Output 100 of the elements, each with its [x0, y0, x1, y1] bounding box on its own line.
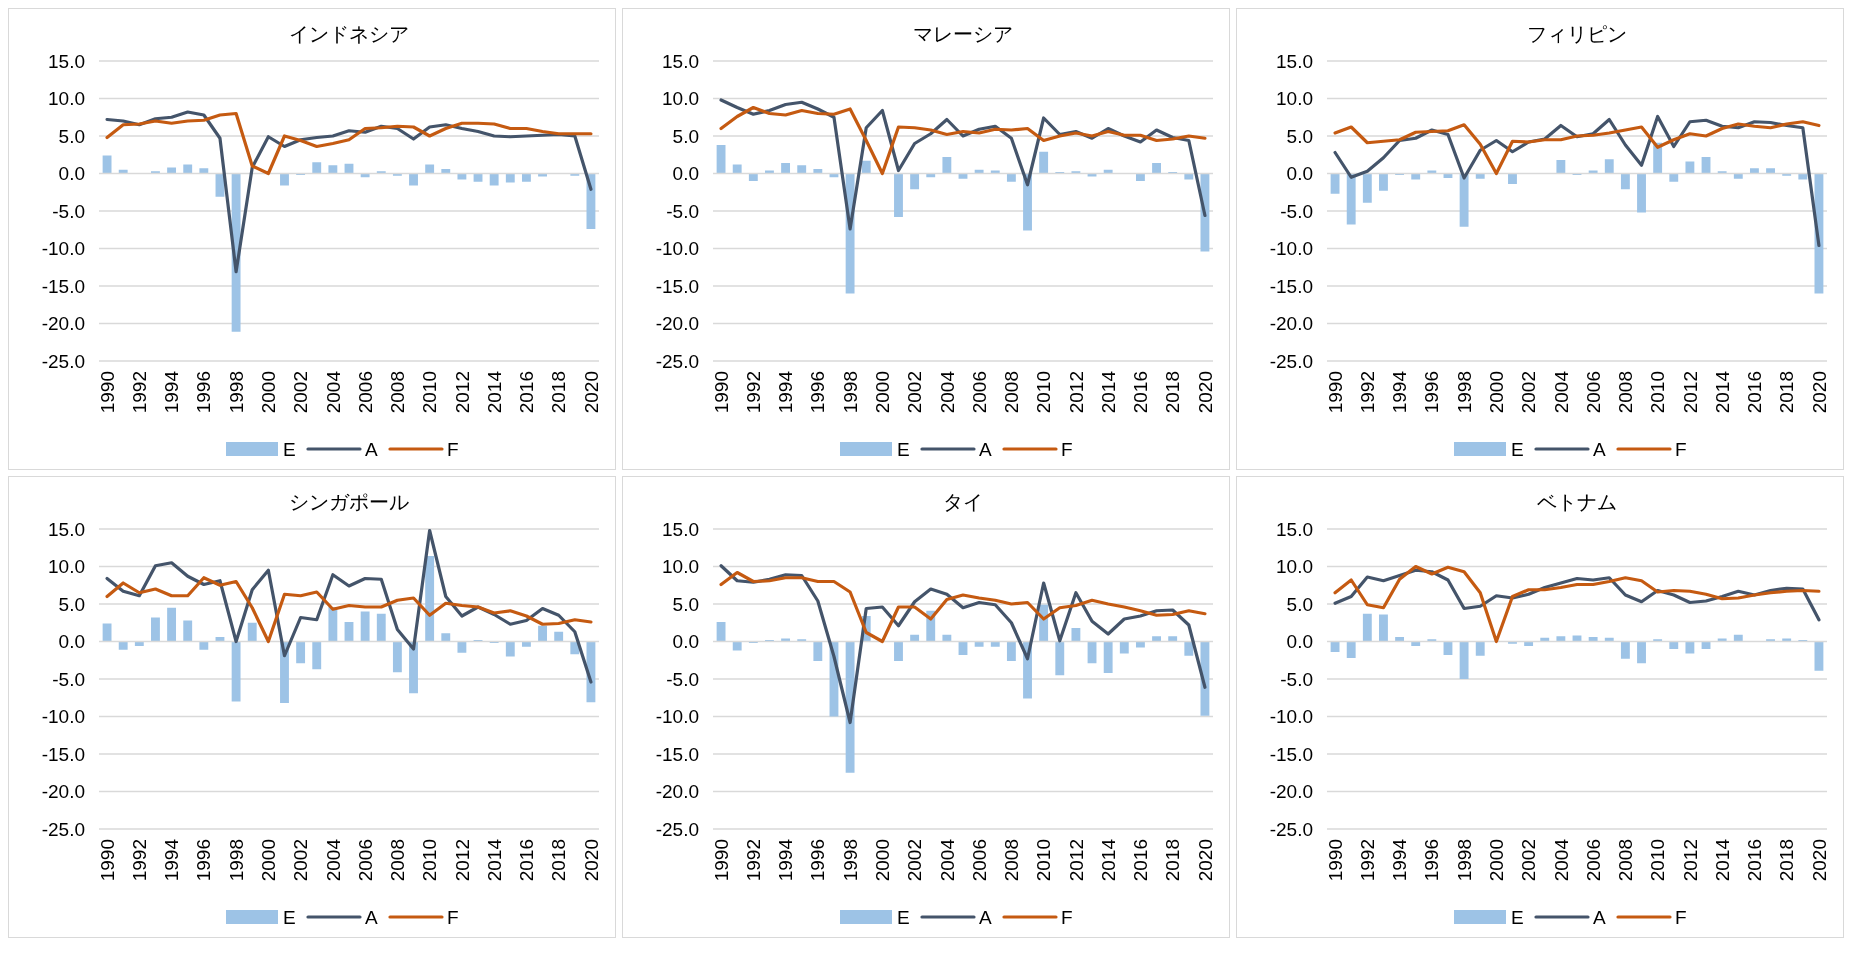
chart-title: フィリピン: [1527, 22, 1627, 46]
legend-label: E: [283, 438, 296, 460]
y-tick-label: -10.0: [1269, 706, 1313, 728]
y-tick-label: 10.0: [48, 88, 85, 110]
y-tick-label: -5.0: [666, 668, 699, 690]
x-tick-label: 2002: [1518, 839, 1540, 882]
y-tick-label: -25.0: [41, 350, 85, 372]
x-tick-label: 2012: [1065, 839, 1087, 882]
x-tick-label: 1996: [807, 371, 829, 414]
x-tick-label: 2010: [1647, 371, 1669, 414]
x-tick-label: 1996: [807, 839, 829, 882]
y-tick-label: 0.0: [58, 631, 85, 653]
x-tick-label: 2006: [354, 839, 376, 882]
x-tick-label: 1996: [1421, 371, 1443, 414]
x-tick-label: 2000: [258, 371, 279, 414]
y-tick-label: 15.0: [48, 518, 85, 540]
x-tick-label: 2018: [548, 371, 570, 414]
legend-label: F: [1675, 906, 1687, 928]
x-tick-label: 1998: [1453, 371, 1475, 414]
y-tick-label: 15.0: [48, 50, 85, 72]
legend-label: E: [283, 906, 296, 928]
x-tick-label: 2008: [1615, 371, 1637, 414]
y-tick-label: -20.0: [655, 313, 699, 335]
x-tick-label: 1998: [1453, 839, 1475, 882]
x-tick-label: 2010: [1033, 371, 1055, 414]
legend-label: F: [1675, 438, 1687, 460]
x-tick-label: 2018: [1162, 839, 1184, 882]
x-tick-label: 2000: [1486, 839, 1507, 882]
x-tick-label: 1998: [225, 839, 247, 882]
y-tick-label: -10.0: [41, 706, 85, 728]
x-tick-label: 1990: [710, 839, 732, 882]
chart-title: マレーシア: [913, 22, 1013, 46]
x-tick-label: 2018: [548, 839, 570, 882]
y-tick-label: -15.0: [1269, 743, 1313, 765]
x-tick-label: 1992: [742, 839, 764, 882]
y-tick-label: -15.0: [655, 743, 699, 765]
y-tick-label: 15.0: [662, 518, 699, 540]
y-tick-label: 5.0: [672, 593, 699, 615]
y-tick-label: 5.0: [672, 125, 699, 147]
x-tick-label: 2016: [516, 371, 538, 414]
legend-label: A: [365, 438, 378, 460]
x-tick-label: 1990: [1324, 371, 1346, 414]
y-tick-label: 15.0: [1276, 518, 1313, 540]
y-tick-label: -10.0: [655, 706, 699, 728]
x-tick-label: 2004: [1550, 370, 1572, 414]
chart-title: ベトナム: [1537, 490, 1617, 514]
x-tick-label: 1994: [1389, 370, 1411, 414]
x-tick-label: 1994: [161, 838, 183, 882]
y-tick-label: 5.0: [58, 593, 85, 615]
x-tick-label: 1998: [839, 839, 861, 882]
x-tick-label: 1998: [839, 371, 861, 414]
chart-title: インドネシア: [289, 22, 409, 46]
x-tick-label: 1994: [161, 370, 183, 414]
x-tick-label: 2002: [1518, 371, 1540, 414]
x-tick-label: 2004: [1550, 838, 1572, 882]
y-tick-label: -5.0: [52, 668, 85, 690]
legend-label: F: [447, 906, 459, 928]
x-tick-label: 2008: [1615, 839, 1637, 882]
x-tick-label: 2020: [1808, 839, 1830, 882]
x-tick-label: 2006: [1582, 839, 1604, 882]
x-tick-label: 2016: [1744, 371, 1766, 414]
x-tick-label: 1992: [1356, 371, 1378, 414]
y-tick-label: -10.0: [1269, 238, 1313, 260]
y-tick-label: 5.0: [1286, 593, 1313, 615]
x-tick-label: 2020: [1194, 371, 1216, 414]
x-tick-label: 2014: [1097, 370, 1119, 414]
y-tick-label: -20.0: [41, 781, 85, 803]
y-tick-label: -15.0: [1269, 275, 1313, 297]
x-tick-label: 1990: [710, 371, 732, 414]
x-tick-label: 1994: [775, 370, 797, 414]
x-tick-label: 2006: [968, 371, 990, 414]
y-tick-label: 15.0: [1276, 50, 1313, 72]
x-tick-label: 2004: [322, 370, 344, 414]
x-tick-label: 2018: [1776, 371, 1798, 414]
y-tick-label: 0.0: [1286, 631, 1313, 653]
y-tick-label: 5.0: [58, 125, 85, 147]
y-tick-label: 0.0: [1286, 163, 1313, 185]
x-tick-label: 2000: [872, 839, 893, 882]
x-tick-label: 2004: [936, 370, 958, 414]
x-tick-label: 1992: [128, 839, 150, 882]
legend-label: A: [979, 438, 992, 460]
legend-label: A: [1593, 906, 1606, 928]
legend-label: E: [1511, 438, 1524, 460]
y-tick-label: 0.0: [58, 163, 85, 185]
x-tick-label: 2020: [580, 371, 602, 414]
x-tick-label: 2016: [1744, 839, 1766, 882]
y-tick-label: 10.0: [48, 556, 85, 578]
x-tick-label: 1998: [225, 371, 247, 414]
legend-label: A: [1593, 438, 1606, 460]
y-tick-label: -15.0: [41, 743, 85, 765]
x-tick-label: 1992: [742, 371, 764, 414]
x-tick-label: 1990: [1324, 839, 1346, 882]
y-tick-label: -10.0: [655, 238, 699, 260]
y-tick-label: -20.0: [1269, 781, 1313, 803]
x-tick-label: 1994: [775, 838, 797, 882]
y-tick-label: -20.0: [1269, 313, 1313, 335]
x-tick-label: 2006: [968, 839, 990, 882]
y-tick-label: -15.0: [41, 275, 85, 297]
y-tick-label: 10.0: [1276, 88, 1313, 110]
chart-title: タイ: [943, 490, 983, 514]
